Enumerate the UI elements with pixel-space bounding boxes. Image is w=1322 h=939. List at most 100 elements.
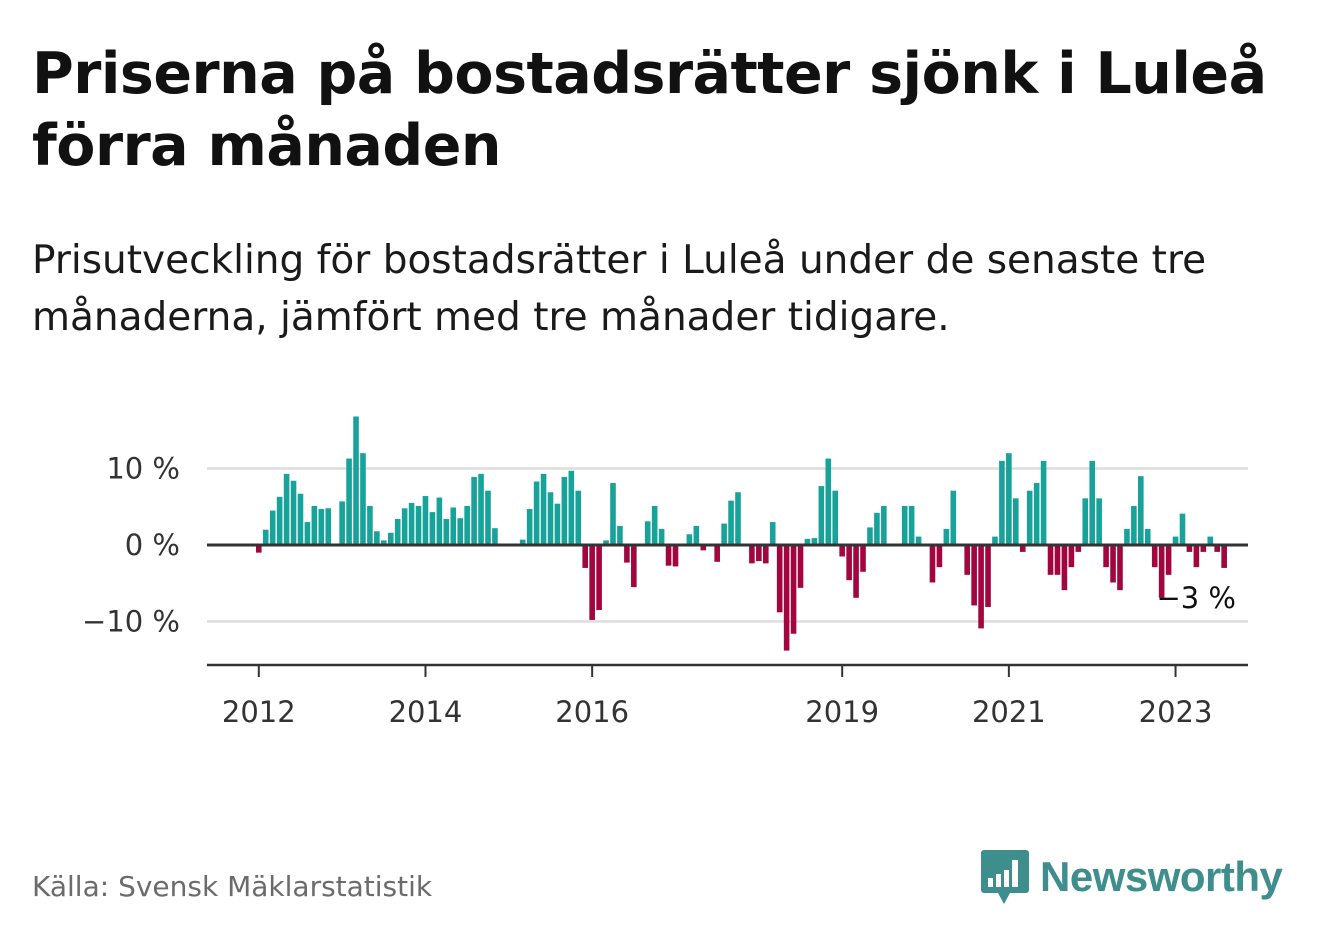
bar: [658, 528, 665, 546]
bar: [256, 545, 262, 553]
bar: [749, 545, 755, 564]
bar: [457, 518, 463, 545]
bar: [790, 545, 797, 634]
bar: [519, 539, 526, 545]
bar: [978, 545, 984, 629]
bar: [582, 545, 589, 568]
bar: [297, 493, 304, 546]
bar: [756, 545, 762, 562]
bar: [1165, 545, 1172, 575]
bar: [832, 490, 839, 545]
x-tick-label: 2019: [805, 695, 879, 729]
bar: [1179, 513, 1186, 545]
bar: [381, 540, 387, 545]
bar: [346, 458, 352, 545]
bar: [568, 470, 575, 545]
bar: [1006, 453, 1012, 545]
bar: [853, 545, 859, 598]
bar: [589, 545, 595, 620]
bar: [624, 545, 630, 563]
y-tick-label: 10 %: [106, 452, 180, 486]
bar: [450, 507, 457, 545]
bar: [443, 518, 450, 545]
axes: [207, 543, 1248, 677]
bar: [367, 505, 373, 545]
bar: [547, 492, 554, 546]
bar: [908, 505, 915, 545]
bar: [478, 473, 484, 545]
x-tick-label: 2012: [222, 695, 296, 729]
brand-logo: Newsworthy: [980, 848, 1283, 906]
bars: [256, 416, 1227, 651]
bar: [769, 522, 776, 545]
bar: [415, 505, 422, 545]
bar: [901, 505, 908, 545]
bar: [485, 490, 491, 545]
x-tick-label: 2021: [972, 695, 1046, 729]
bar: [339, 501, 345, 545]
bar: [603, 540, 609, 545]
bar: [839, 545, 845, 557]
bar: [262, 529, 269, 545]
bar: [985, 545, 991, 607]
bar: [1075, 545, 1082, 552]
bar: [1131, 505, 1137, 545]
bar: [325, 508, 332, 545]
bar: [874, 512, 880, 545]
bar: [318, 509, 325, 545]
bar: [943, 528, 950, 546]
bar: [1144, 528, 1151, 546]
bar: [1019, 545, 1026, 552]
bar: [1207, 536, 1214, 546]
bar: [408, 502, 415, 545]
bar: [929, 545, 936, 583]
bar: [631, 545, 637, 588]
bar: [999, 460, 1005, 545]
bar: [1214, 545, 1221, 552]
bar: [1186, 545, 1193, 552]
bar: [422, 496, 429, 545]
bar: [1158, 545, 1165, 598]
bar: [881, 505, 887, 545]
bar: [1138, 476, 1144, 545]
bar: [651, 505, 658, 545]
bar: [1172, 536, 1179, 546]
bar: [596, 545, 602, 611]
bar: [1089, 460, 1095, 545]
bar: [672, 545, 679, 567]
bar-chart: 10 % 0 % −10 % 2012 2014 2016 2019 2021 2023 −3 %: [82, 416, 1248, 729]
bar: [818, 486, 825, 545]
bar: [436, 497, 443, 545]
bar: [950, 490, 957, 545]
x-tick-label: 2016: [555, 695, 629, 729]
x-tick-label: 2023: [1139, 695, 1213, 729]
bar: [471, 476, 477, 545]
bar: [283, 473, 290, 545]
bar: [846, 545, 852, 581]
bar: [1124, 528, 1130, 546]
bar: [1200, 545, 1207, 552]
bar: [304, 522, 311, 545]
bar: [1068, 545, 1075, 568]
bar: [561, 476, 568, 545]
bar: [693, 525, 700, 546]
gridlines: [207, 467, 1248, 623]
bar: [915, 536, 922, 546]
bar: [811, 538, 818, 546]
bar: [1026, 490, 1033, 545]
bar: [429, 512, 436, 545]
bar: [1103, 545, 1109, 568]
bar: [526, 509, 533, 545]
bar: [714, 545, 720, 562]
bar: [290, 480, 297, 545]
bar: [1221, 545, 1227, 568]
bar: [735, 492, 741, 546]
bar: [964, 545, 970, 575]
bar: [665, 545, 672, 566]
bar: [1033, 483, 1040, 545]
x-tick-label: 2014: [389, 695, 463, 729]
bar: [971, 545, 977, 606]
last-value-label: −3 %: [1156, 581, 1236, 615]
bar: [374, 531, 380, 545]
bar: [540, 473, 547, 545]
